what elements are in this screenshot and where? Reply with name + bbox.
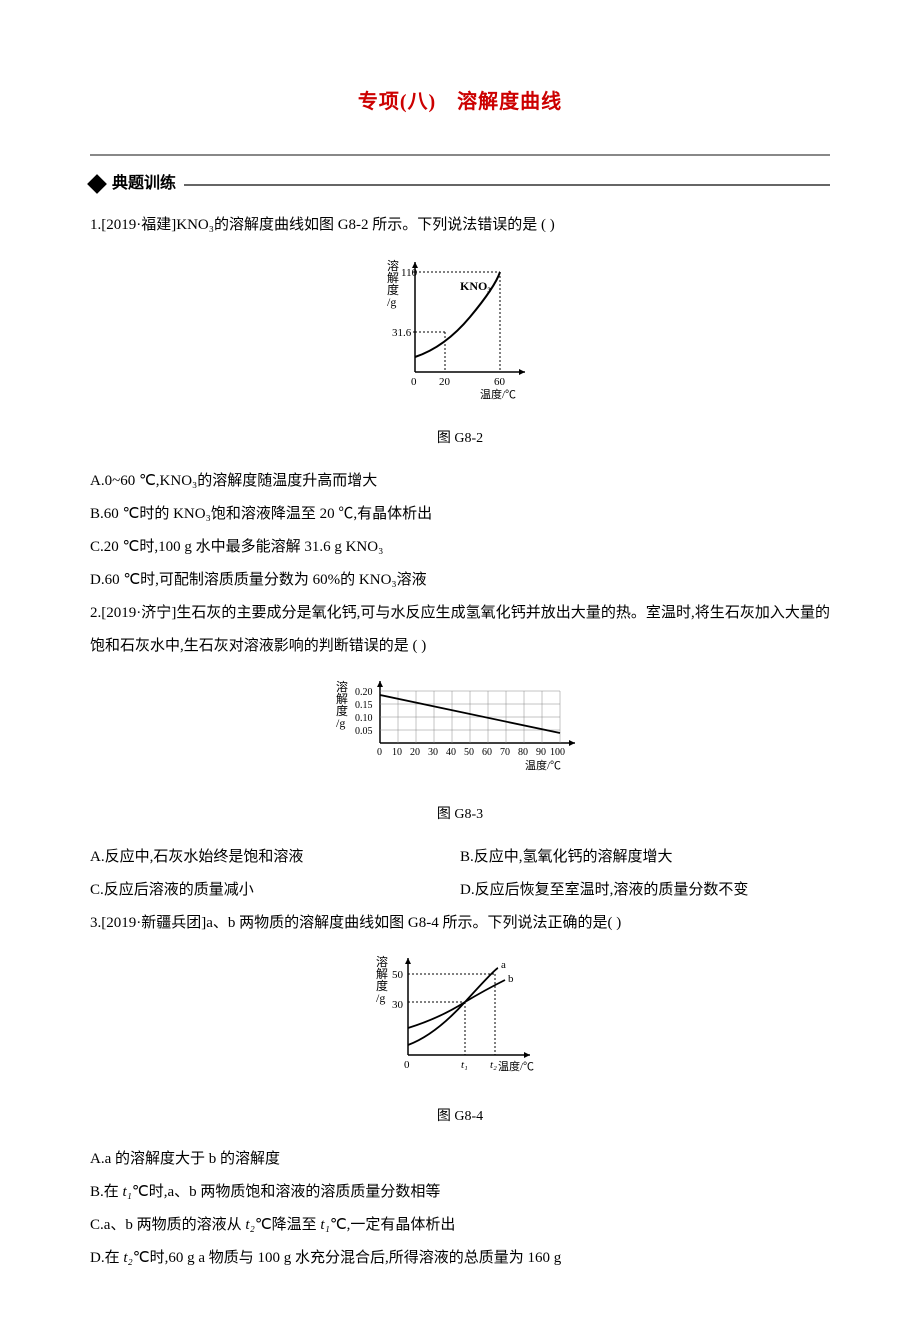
svg-text:b: b xyxy=(508,973,514,985)
svg-text:10: 10 xyxy=(392,747,402,758)
q3-figure: 溶 解 度 /g 50 30 a b 0 t₁ t₂ 温度/℃ 图 G8-4 xyxy=(90,950,830,1133)
q1-stem: 1.[2019·福建]KNO₃的溶解度曲线如图 G8-2 所示。下列说法错误的是… xyxy=(90,209,830,242)
section-header: 典题训练 xyxy=(90,166,830,201)
q2-optB: B.反应中,氢氧化钙的溶解度增大 xyxy=(460,841,830,874)
svg-text:0.15: 0.15 xyxy=(355,700,373,711)
q3-figcaption: 图 G8-4 xyxy=(90,1102,830,1133)
q1-optA: A.0~60 ℃,KNO₃的溶解度随温度升高而增大 xyxy=(90,465,830,498)
svg-text:40: 40 xyxy=(446,747,456,758)
svg-text:a: a xyxy=(501,959,506,971)
svg-text:30: 30 xyxy=(392,999,404,1011)
q2-optD: D.反应后恢复至室温时,溶液的质量分数不变 xyxy=(460,874,830,907)
section-label: 典题训练 xyxy=(112,166,176,201)
q2-figure: 溶 解 度 /g 0.20 0.15 0.10 0.05 0 10 20 30 … xyxy=(90,673,830,831)
q2-row1: A.反应中,石灰水始终是饱和溶液 B.反应中,氢氧化钙的溶解度增大 xyxy=(90,841,830,874)
q2-stem: 2.[2019·济宁]生石灰的主要成分是氧化钙,可与水反应生成氢氧化钙并放出大量… xyxy=(90,597,830,663)
svg-text:50: 50 xyxy=(392,969,404,981)
page-title: 专项(八) 溶解度曲线 xyxy=(90,80,830,124)
svg-text:0: 0 xyxy=(411,376,417,388)
svg-text:110: 110 xyxy=(401,267,418,279)
svg-text:温度/℃: 温度/℃ xyxy=(480,387,516,401)
q1-figure: 溶 解 度 /g 110 31.6 KNO₃ 0 20 60 温度/℃ 图 G8… xyxy=(90,252,830,455)
svg-text:KNO₃: KNO₃ xyxy=(460,279,491,293)
q1-figcaption: 图 G8-2 xyxy=(90,424,830,455)
svg-text:0: 0 xyxy=(377,747,382,758)
svg-text:90: 90 xyxy=(536,747,546,758)
svg-text:50: 50 xyxy=(464,747,474,758)
q3-optA: A.a 的溶解度大于 b 的溶解度 xyxy=(90,1143,830,1176)
svg-text:70: 70 xyxy=(500,747,510,758)
q1-optD: D.60 ℃时,可配制溶质质量分数为 60%的 KNO₃溶液 xyxy=(90,564,830,597)
chart-ab: 溶 解 度 /g 50 30 a b 0 t₁ t₂ 温度/℃ xyxy=(370,950,550,1085)
chart-kno3: 溶 解 度 /g 110 31.6 KNO₃ 0 20 60 温度/℃ xyxy=(375,252,545,407)
q2-figcaption: 图 G8-3 xyxy=(90,800,830,831)
svg-text:0.10: 0.10 xyxy=(355,713,373,724)
svg-text:20: 20 xyxy=(410,747,420,758)
q2-optA: A.反应中,石灰水始终是饱和溶液 xyxy=(90,841,460,874)
svg-text:0.05: 0.05 xyxy=(355,726,373,737)
svg-text:20: 20 xyxy=(439,376,451,388)
diamond-icon xyxy=(87,174,107,194)
svg-text:0: 0 xyxy=(404,1059,410,1071)
svg-text:t₁: t₁ xyxy=(461,1059,468,1071)
q2-row2: C.反应后溶液的质量减小 D.反应后恢复至室温时,溶液的质量分数不变 xyxy=(90,874,830,907)
svg-text:100: 100 xyxy=(550,747,565,758)
q2-optC: C.反应后溶液的质量减小 xyxy=(90,874,460,907)
svg-text:0.20: 0.20 xyxy=(355,687,373,698)
divider-top xyxy=(90,154,830,156)
q1-optB: B.60 ℃时的 KNO₃饱和溶液降温至 20 ℃,有晶体析出 xyxy=(90,498,830,531)
chart-caoh2: 溶 解 度 /g 0.20 0.15 0.10 0.05 0 10 20 30 … xyxy=(330,673,590,783)
svg-text:温度/℃: 温度/℃ xyxy=(498,1059,534,1073)
svg-text:/g: /g xyxy=(376,991,385,1005)
svg-text:t₂: t₂ xyxy=(490,1059,497,1071)
section-line xyxy=(184,182,830,186)
q3-optD: D.在 t₂℃时,60 g a 物质与 100 g 水充分混合后,所得溶液的总质… xyxy=(90,1242,830,1275)
q3-stem: 3.[2019·新疆兵团]a、b 两物质的溶解度曲线如图 G8-4 所示。下列说… xyxy=(90,907,830,940)
svg-text:60: 60 xyxy=(482,747,492,758)
svg-text:60: 60 xyxy=(494,376,506,388)
svg-text:/g: /g xyxy=(387,295,396,309)
q1-optC: C.20 ℃时,100 g 水中最多能溶解 31.6 g KNO₃ xyxy=(90,531,830,564)
q3-optC: C.a、b 两物质的溶液从 t₂℃降温至 t₁℃,一定有晶体析出 xyxy=(90,1209,830,1242)
svg-text:80: 80 xyxy=(518,747,528,758)
q3-optB: B.在 t₁℃时,a、b 两物质饱和溶液的溶质质量分数相等 xyxy=(90,1176,830,1209)
svg-text:温度/℃: 温度/℃ xyxy=(525,758,561,772)
svg-text:/g: /g xyxy=(336,716,345,730)
svg-text:30: 30 xyxy=(428,747,438,758)
svg-text:31.6: 31.6 xyxy=(392,327,412,339)
